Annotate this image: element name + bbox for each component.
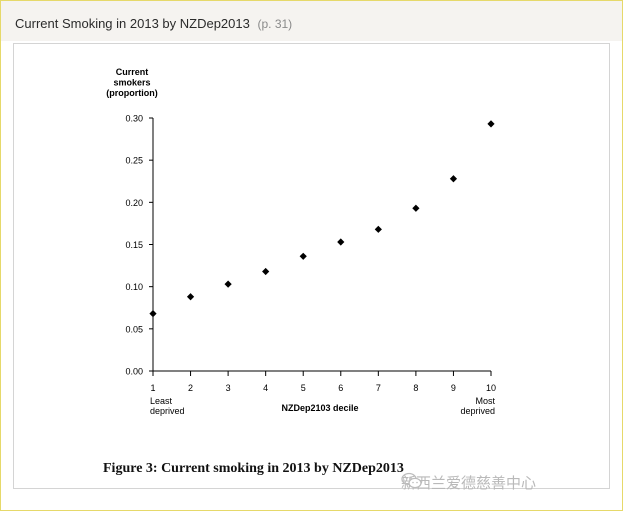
figure-caption: Figure 3: Current smoking in 2013 by NZD… [103, 461, 404, 476]
y-tick-label: 0.30 [125, 114, 143, 124]
data-point [487, 120, 495, 128]
data-point [224, 280, 232, 288]
watermark-text: 新西兰爱德慈善中心 [401, 474, 537, 492]
x-tick-label: 7 [376, 383, 381, 393]
x-tick-label: 9 [451, 383, 456, 393]
wechat-icon [401, 472, 422, 489]
data-point [262, 267, 270, 276]
x-axis-right-label: deprived [460, 406, 495, 416]
figure-title-text: Current Smoking in 2013 by NZDep2013 [15, 16, 250, 31]
y-tick-label: 0.10 [125, 282, 143, 292]
data-point [149, 310, 157, 318]
data-point [412, 204, 420, 212]
figure-header: Current Smoking in 2013 by NZDep2013 (p.… [1, 1, 622, 41]
x-tick-label: 4 [263, 383, 268, 393]
y-tick-label: 0.25 [125, 156, 143, 166]
chart-panel [13, 43, 610, 489]
x-tick-label: 3 [226, 383, 231, 393]
data-point [186, 293, 195, 301]
data-point [374, 225, 382, 233]
y-tick-label: 0.05 [125, 324, 143, 334]
data-point [449, 175, 458, 183]
y-tick-label: 0.00 [125, 367, 143, 377]
y-axis-title: smokers [113, 78, 150, 88]
data-point [299, 252, 307, 260]
x-tick-label: 5 [301, 383, 306, 393]
x-axis-left-label: Least [150, 396, 173, 406]
x-tick-label: 8 [413, 383, 418, 393]
x-tick-label: 10 [486, 383, 496, 393]
x-axis-right-label: Most [475, 396, 495, 406]
y-tick-label: 0.15 [125, 240, 143, 250]
y-axis-title: (proportion) [106, 88, 157, 98]
y-tick-label: 0.20 [125, 198, 143, 208]
page-reference: (p. 31) [257, 17, 293, 31]
y-axis-title: Current [116, 67, 149, 77]
data-point [337, 238, 345, 246]
x-axis-left-label: deprived [150, 406, 185, 416]
x-tick-label: 6 [338, 383, 343, 393]
x-axis-title: NZDep2103 decile [281, 403, 358, 413]
watermark: 新西兰爱德慈善中心 [401, 472, 536, 493]
x-tick-label: 2 [188, 383, 193, 393]
x-tick-label: 1 [150, 383, 155, 393]
figure-title: Current Smoking in 2013 by NZDep2013 (p.… [15, 16, 292, 31]
